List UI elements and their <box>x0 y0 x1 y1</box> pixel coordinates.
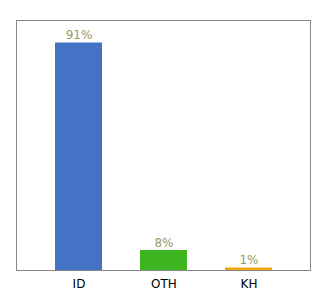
svg-text:8%: 8% <box>154 236 173 250</box>
svg-text:KH: KH <box>241 277 258 291</box>
svg-text:91%: 91% <box>66 28 93 42</box>
svg-text:ID: ID <box>73 277 86 291</box>
svg-text:1%: 1% <box>239 253 258 267</box>
svg-text:OTH: OTH <box>151 277 177 291</box>
